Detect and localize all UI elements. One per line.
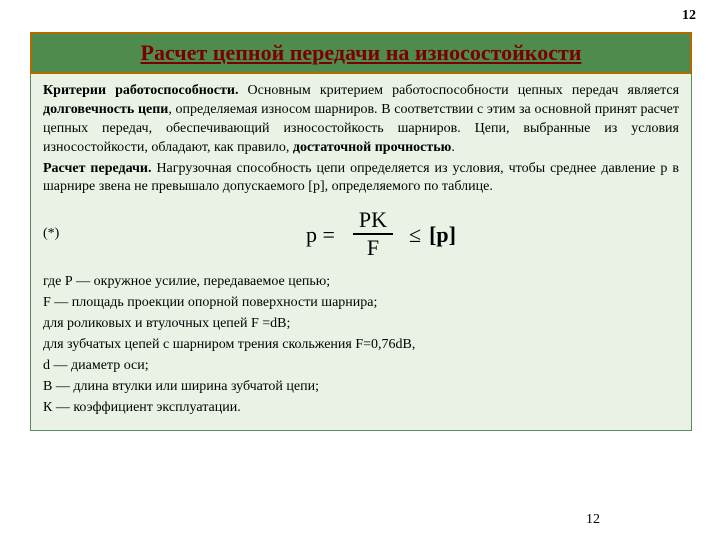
- para2-lead: Расчет передачи.: [43, 161, 152, 176]
- page-number-bottom: 12: [586, 512, 600, 528]
- para1-lead: Критерии работоспособности.: [43, 83, 238, 98]
- slide-title: Расчет цепной передачи на износостойкост…: [141, 40, 582, 65]
- formula-wrap: p = PK F ≤ [p]: [83, 209, 679, 259]
- formula-lhs: p =: [306, 220, 335, 250]
- definitions-block: где Р — окружное усилие, передаваемое це…: [43, 271, 679, 418]
- formula-rhs: [p]: [429, 220, 456, 250]
- paragraph-criteria: Критерии работоспособности. Основным кри…: [43, 82, 679, 158]
- formula: p = PK F ≤ [p]: [306, 209, 456, 259]
- formula-fraction: PK F: [353, 209, 393, 259]
- formula-row: (*) p = PK F ≤ [p]: [43, 209, 679, 259]
- def-line-d: d — диаметр оси;: [43, 355, 679, 376]
- formula-star-label: (*): [43, 225, 83, 244]
- para1-t1: Основным критерием работоспособности цеп…: [238, 83, 679, 98]
- formula-numerator: PK: [353, 209, 393, 233]
- formula-leq: ≤: [409, 220, 421, 250]
- para1-t3: .: [451, 140, 455, 155]
- def-line-tooth: для зубчатых цепей с шарниром трения ско…: [43, 334, 679, 355]
- title-bar: Расчет цепной передачи на износостойкост…: [30, 32, 692, 74]
- para1-bold2: долговечность цепи: [43, 102, 168, 117]
- def-line-P: где Р — окружное усилие, передаваемое це…: [43, 271, 679, 292]
- formula-denominator: F: [361, 235, 385, 259]
- def-line-F: F — площадь проекции опорной поверхности…: [43, 292, 679, 313]
- para1-bold3: достаточной прочностью: [293, 140, 451, 155]
- body-area: Критерии работоспособности. Основным кри…: [31, 74, 691, 430]
- paragraph-calc: Расчет передачи. Нагрузочная способность…: [43, 160, 679, 198]
- def-line-K: К — коэффициент эксплуатации.: [43, 397, 679, 418]
- def-line-B: В — длина втулки или ширина зубчатой цеп…: [43, 376, 679, 397]
- slide-box: Расчет цепной передачи на износостойкост…: [30, 32, 692, 431]
- page-number-top: 12: [682, 8, 696, 24]
- def-line-roller: для роликовых и втулочных цепей F =dB;: [43, 313, 679, 334]
